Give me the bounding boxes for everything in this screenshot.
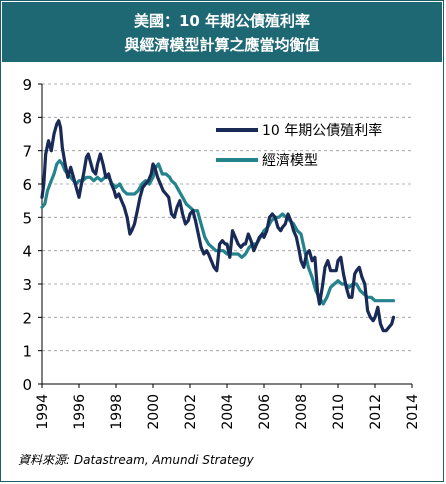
x-tick-label-1998: 1998 bbox=[109, 394, 125, 430]
axes bbox=[38, 83, 413, 388]
x-tick-label-1994: 1994 bbox=[35, 394, 51, 430]
y-tick-label-2: 2 bbox=[22, 309, 32, 327]
x-tick-label-2000: 2000 bbox=[146, 394, 162, 430]
legend-entry-treasury-yield-label: 10 年期公債殖利率 bbox=[262, 122, 382, 139]
y-tick-label-4: 4 bbox=[22, 243, 32, 261]
legend-entry-economic-model-label: 經濟模型 bbox=[262, 153, 318, 169]
y-tick-label-9: 9 bbox=[22, 76, 32, 94]
y-tick-label-7: 7 bbox=[22, 143, 32, 161]
y-tick-label-0: 0 bbox=[22, 376, 32, 394]
x-axis-tick-labels: 1994 1996 1998 2000 2002 2004 2006 2008 2010 2012… bbox=[35, 394, 421, 430]
series-line-economic-model bbox=[40, 159, 396, 306]
source-note: 資料來源: Datastream, Amundi Strategy bbox=[18, 453, 254, 467]
chart-title-line-2: 與經濟模型計算之應當均衡值 bbox=[124, 36, 320, 54]
y-tick-label-6: 6 bbox=[22, 176, 32, 194]
x-tick-label-2008: 2008 bbox=[294, 394, 310, 430]
y-tick-label-5: 5 bbox=[22, 209, 32, 227]
y-tick-label-3: 3 bbox=[22, 276, 32, 294]
title-banner: 美國：10 年期公債殖利率 與經濟模型計算之應當均衡值 bbox=[2, 2, 442, 62]
y-axis-tick-labels: 0 1 2 3 4 5 6 7 8 9 bbox=[22, 76, 32, 394]
x-tick-label-1996: 1996 bbox=[72, 394, 88, 430]
series-lines bbox=[40, 119, 396, 333]
y-tick-label-8: 8 bbox=[22, 109, 32, 127]
x-tick-label-2012: 2012 bbox=[368, 394, 384, 430]
x-tick-label-2004: 2004 bbox=[220, 394, 236, 430]
series-line-treasury-yield bbox=[40, 119, 396, 333]
y-tick-label-1: 1 bbox=[22, 343, 32, 361]
x-tick-label-2006: 2006 bbox=[257, 394, 273, 430]
grid-lines bbox=[42, 83, 412, 352]
x-tick-label-2002: 2002 bbox=[183, 394, 199, 430]
x-tick-label-2010: 2010 bbox=[331, 394, 347, 430]
x-tick-label-2014: 2014 bbox=[405, 394, 421, 430]
chart-title-line-1: 美國：10 年期公債殖利率 bbox=[133, 12, 311, 30]
